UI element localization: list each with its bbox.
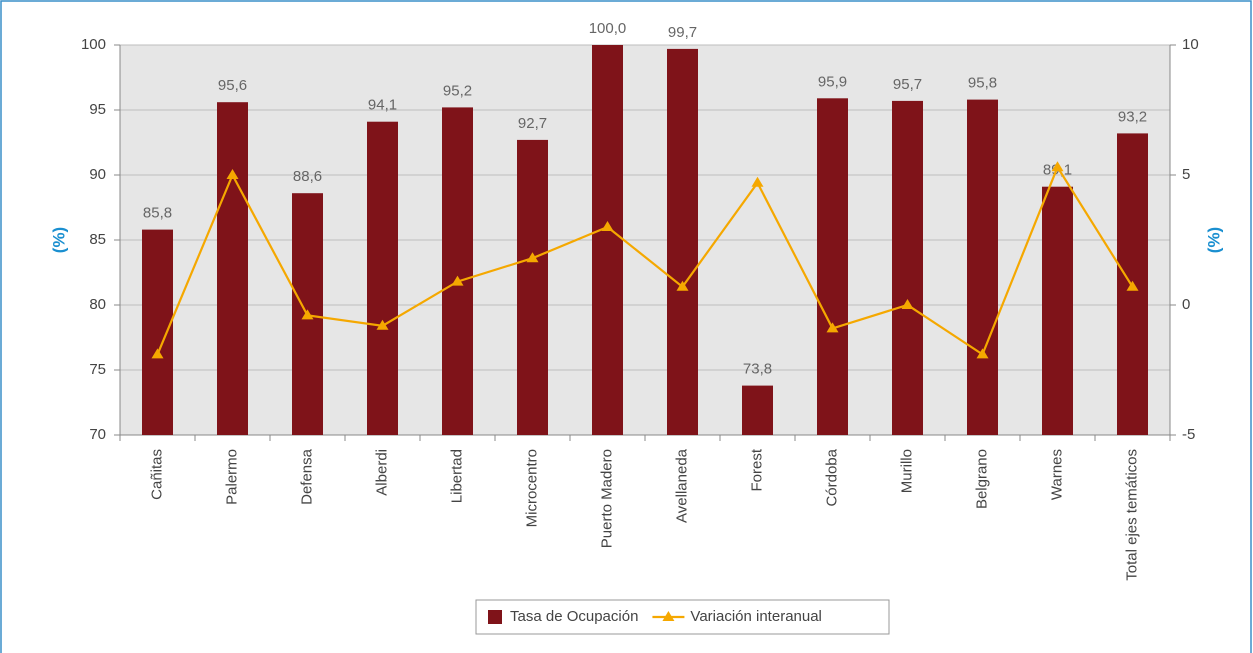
line-marker — [451, 275, 464, 286]
legend-swatch — [488, 610, 502, 624]
line-marker — [151, 348, 164, 359]
bar — [142, 229, 173, 435]
bar — [592, 45, 623, 435]
bar — [892, 100, 923, 436]
y2-tick-label: -5 — [1182, 426, 1195, 443]
y-tick-label: 75 — [89, 361, 106, 378]
line-marker — [226, 169, 239, 179]
x-tick-label: Libertad — [448, 449, 465, 503]
x-tick-label: Cañitas — [148, 449, 165, 500]
x-tick-label: Puerto Madero — [598, 449, 615, 548]
y-tick-label: 70 — [89, 426, 106, 443]
line-marker — [301, 309, 314, 320]
y-axis-title: (%) — [49, 227, 68, 253]
line-marker — [376, 319, 389, 330]
line-marker — [901, 299, 914, 309]
value-label: 88,6 — [293, 168, 322, 185]
x-tick-label: Alberdi — [373, 449, 390, 496]
value-label: 93,2 — [1118, 108, 1147, 125]
value-label: 73,8 — [743, 361, 772, 378]
bar — [967, 99, 998, 435]
y-tick-label: 90 — [89, 166, 106, 183]
line-marker — [1051, 161, 1064, 172]
line-marker — [601, 221, 614, 231]
bar — [1042, 186, 1073, 435]
y2-tick-label: 0 — [1182, 296, 1190, 313]
y-tick-label: 100 — [81, 36, 106, 53]
bar — [742, 385, 773, 435]
legend-marker — [662, 611, 675, 621]
bar — [442, 107, 473, 436]
x-tick-label: Microcentro — [523, 449, 540, 527]
line-marker — [976, 348, 989, 359]
x-tick-label: Palermo — [223, 449, 240, 505]
x-tick-label: Forest — [748, 448, 765, 491]
x-tick-label: Belgrano — [973, 449, 990, 509]
value-label: 99,7 — [668, 24, 697, 41]
bar — [517, 139, 548, 435]
y-tick-label: 95 — [89, 101, 106, 118]
x-tick-label: Murillo — [898, 449, 915, 493]
value-label: 92,7 — [518, 115, 547, 132]
x-tick-label: Warnes — [1048, 449, 1065, 500]
value-label: 95,9 — [818, 73, 847, 90]
bar — [217, 102, 248, 435]
line-marker — [826, 322, 839, 333]
line-marker — [751, 176, 764, 187]
y2-tick-label: 5 — [1182, 166, 1190, 183]
line-marker — [676, 280, 689, 291]
value-label: 94,1 — [368, 97, 397, 114]
x-tick-label: Defensa — [298, 448, 315, 505]
x-tick-label: Córdoba — [823, 448, 840, 506]
legend-label: Variación interanual — [690, 608, 821, 625]
legend-label: Tasa de Ocupación — [510, 608, 638, 625]
value-label: 95,7 — [893, 76, 922, 93]
bar — [367, 121, 398, 435]
x-tick-label: Avellaneda — [673, 448, 690, 523]
value-label: 100,0 — [589, 20, 627, 37]
bar — [817, 98, 848, 436]
y-tick-label: 80 — [89, 296, 106, 313]
value-label: 95,6 — [218, 77, 247, 94]
x-tick-label: Total ejes temáticos — [1123, 449, 1140, 581]
value-label: 85,8 — [143, 205, 172, 222]
line-marker — [1126, 280, 1139, 291]
bar — [667, 48, 698, 436]
line — [156, 164, 1134, 357]
value-label: 95,2 — [443, 82, 472, 99]
line-marker — [526, 252, 539, 263]
y2-tick-label: 10 — [1182, 36, 1199, 53]
y-tick-label: 85 — [89, 231, 106, 248]
y2-axis-title: (%) — [1204, 227, 1223, 253]
value-label: 95,8 — [968, 75, 997, 92]
